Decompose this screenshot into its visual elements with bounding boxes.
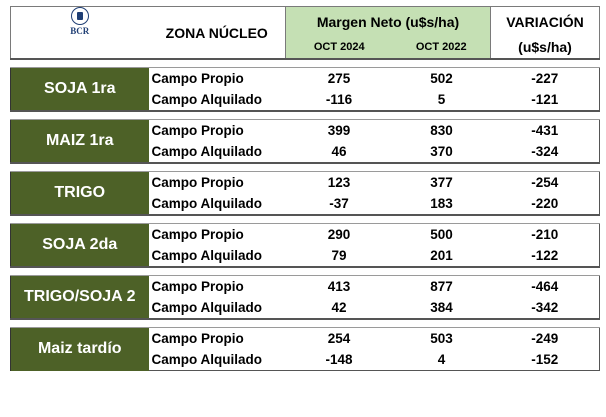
table-row: Campo Alquilado 79 201 -122 [11, 245, 601, 268]
logo-text: BCR [70, 26, 90, 36]
value-2024: -148 [285, 349, 393, 371]
bcr-emblem-icon [70, 7, 89, 25]
value-2024: 290 [327, 227, 351, 242]
value-2022: 4 [392, 349, 491, 371]
variation-value: -210 [490, 223, 601, 245]
section-gap-cell [10, 266, 600, 276]
variation-value: -254 [490, 171, 601, 193]
variation-value: -220 [490, 193, 601, 216]
value-2022: 370 [392, 141, 491, 164]
variation-value: -464 [490, 275, 601, 297]
row-label: Campo Alquilado [148, 141, 286, 164]
table-row: SOJA 1ra Campo Propio 275 502 -227 [10, 67, 601, 111]
section-gap [10, 58, 600, 68]
section-gap [10, 162, 600, 172]
variation-value: -431 [490, 119, 601, 141]
row-label: Campo Propio [151, 123, 244, 138]
bcr-logo: BCR [10, 6, 149, 36]
row-label: Campo Propio [151, 279, 244, 294]
row-label: Campo Alquilado [148, 193, 286, 216]
table-row: MAIZ 1ra Campo Propio 399 830 -431 [10, 119, 601, 163]
value-2022: 500 [430, 227, 453, 242]
crop-name: SOJA 1ra [10, 67, 149, 111]
variation-value: -342 [490, 297, 601, 320]
crop-name: TRIGO [10, 171, 149, 215]
row-label: Campo Alquilado [148, 297, 286, 320]
table-row: TRIGO Campo Propio 123 377 -254 [10, 171, 601, 215]
section-gap-cell [10, 110, 600, 120]
value-2022: 183 [392, 193, 491, 216]
row-label: Campo Alquilado [148, 349, 286, 371]
table-row: TRIGO/SOJA 2 Campo Propio 413 877 -464 [10, 275, 601, 319]
crop-name: SOJA 2da [10, 223, 149, 267]
table-row: Maiz tardío Campo Propio 254 503 -249 [10, 327, 601, 371]
row-label: Campo Propio [151, 175, 244, 190]
value-2024: 46 [285, 141, 393, 164]
zona-header: ZONA NÚCLEO [148, 6, 286, 59]
section-gap-cell [10, 58, 600, 68]
col-2022-header: OCT 2022 [392, 36, 492, 59]
crop-name: Maiz tardío [10, 327, 149, 371]
table-row: Campo Alquilado -148 4 -152 [11, 349, 601, 371]
variation-value: -122 [490, 245, 601, 268]
value-2022: 503 [430, 331, 453, 346]
margen-header: Margen Neto (u$s/ha) [284, 6, 492, 36]
value-2024: 79 [285, 245, 393, 268]
value-2022: 877 [430, 279, 453, 294]
value-2022: 384 [392, 297, 491, 320]
section-gap [10, 266, 600, 276]
section-gap [10, 318, 600, 328]
value-2024: 254 [327, 331, 351, 346]
value-2022: 830 [430, 123, 453, 138]
crop-name: MAIZ 1ra [10, 119, 149, 163]
row-label: Campo Propio [151, 331, 244, 346]
variation-value: -324 [490, 141, 601, 164]
value-2024: 399 [327, 123, 351, 138]
value-2024: 413 [327, 279, 351, 294]
value-2024: -116 [285, 89, 393, 112]
section-gap [10, 214, 600, 224]
variation-value: -121 [490, 89, 601, 112]
value-2022: 377 [430, 175, 453, 190]
variation-value: -152 [490, 349, 601, 371]
value-2024: 42 [285, 297, 393, 320]
col-2024-header: OCT 2024 [285, 36, 393, 59]
value-2022: 201 [392, 245, 491, 268]
section-gap-cell [10, 214, 600, 224]
variacion-header: VARIACIÓN [490, 6, 601, 36]
section-gap [10, 110, 600, 120]
value-2024: -37 [285, 193, 393, 216]
row-label: Campo Propio [151, 227, 244, 242]
crop-name: TRIGO/SOJA 2 [10, 275, 149, 319]
variation-value: -227 [490, 67, 601, 89]
value-2022: 502 [430, 71, 453, 86]
logo-spacer [10, 36, 149, 59]
value-2024: 123 [327, 175, 351, 190]
margins-table: BCR ZONA NÚCLEO Margen Neto (u$s/ha) VAR… [10, 6, 601, 371]
value-2022: 5 [392, 89, 491, 112]
section-gap-cell [10, 318, 600, 328]
row-label: Campo Propio [151, 71, 244, 86]
table-row: SOJA 2da Campo Propio 290 500 -210 [10, 223, 601, 267]
row-label: Campo Alquilado [148, 89, 286, 112]
row-label: Campo Alquilado [148, 245, 286, 268]
section-gap-cell [10, 162, 600, 172]
variacion-unit: (u$s/ha) [490, 36, 601, 59]
variation-value: -249 [490, 327, 601, 349]
value-2024: 275 [327, 71, 351, 86]
